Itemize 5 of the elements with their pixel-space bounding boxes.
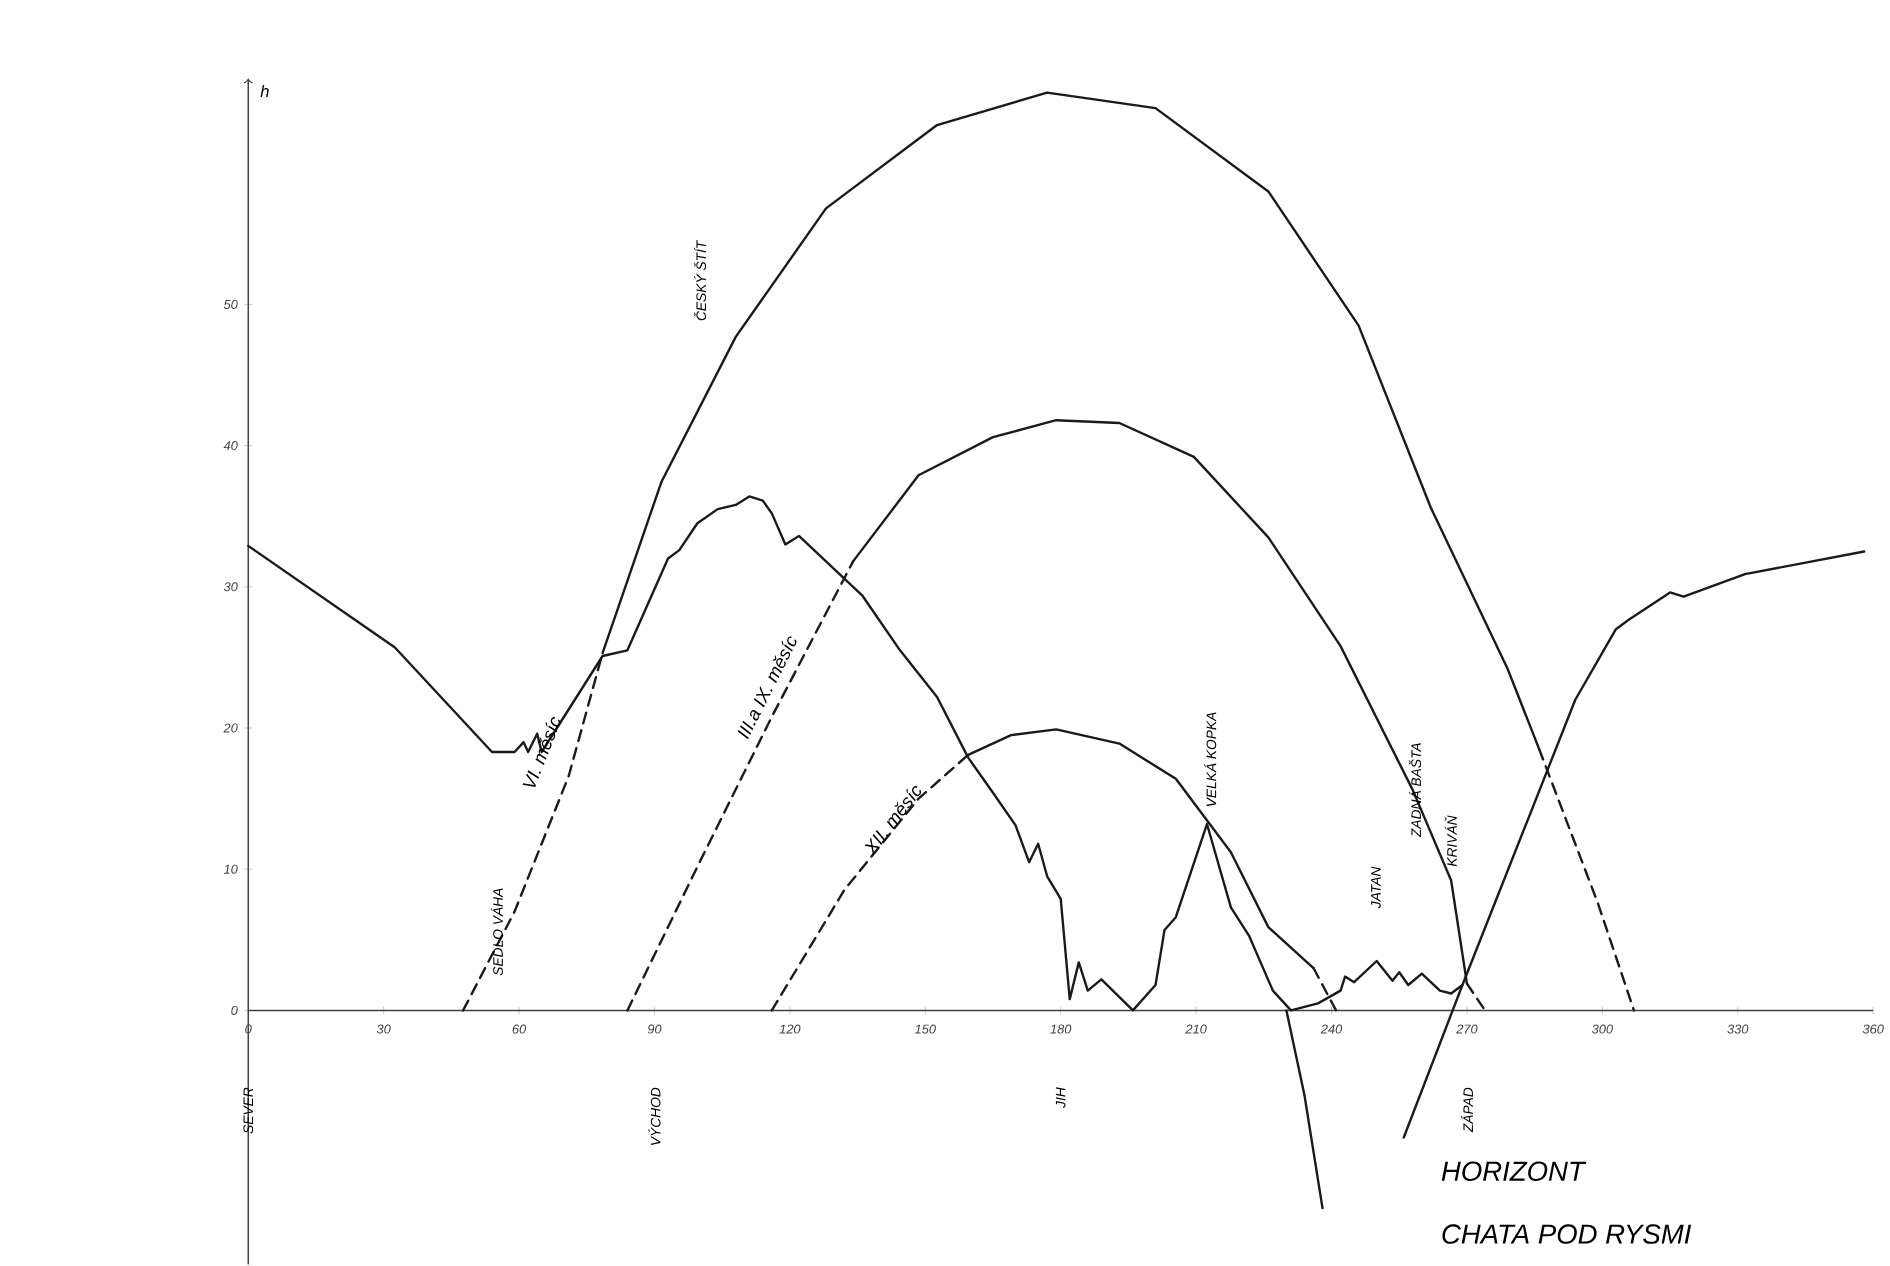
text: III.a IX. měsíc <box>737 636 797 740</box>
text: VI. měsíc <box>522 717 561 788</box>
y-axis-title: h <box>260 85 269 98</box>
text: CHATA POD RYSMI <box>1442 1224 1692 1245</box>
text: HORIZONT <box>1441 1161 1587 1182</box>
